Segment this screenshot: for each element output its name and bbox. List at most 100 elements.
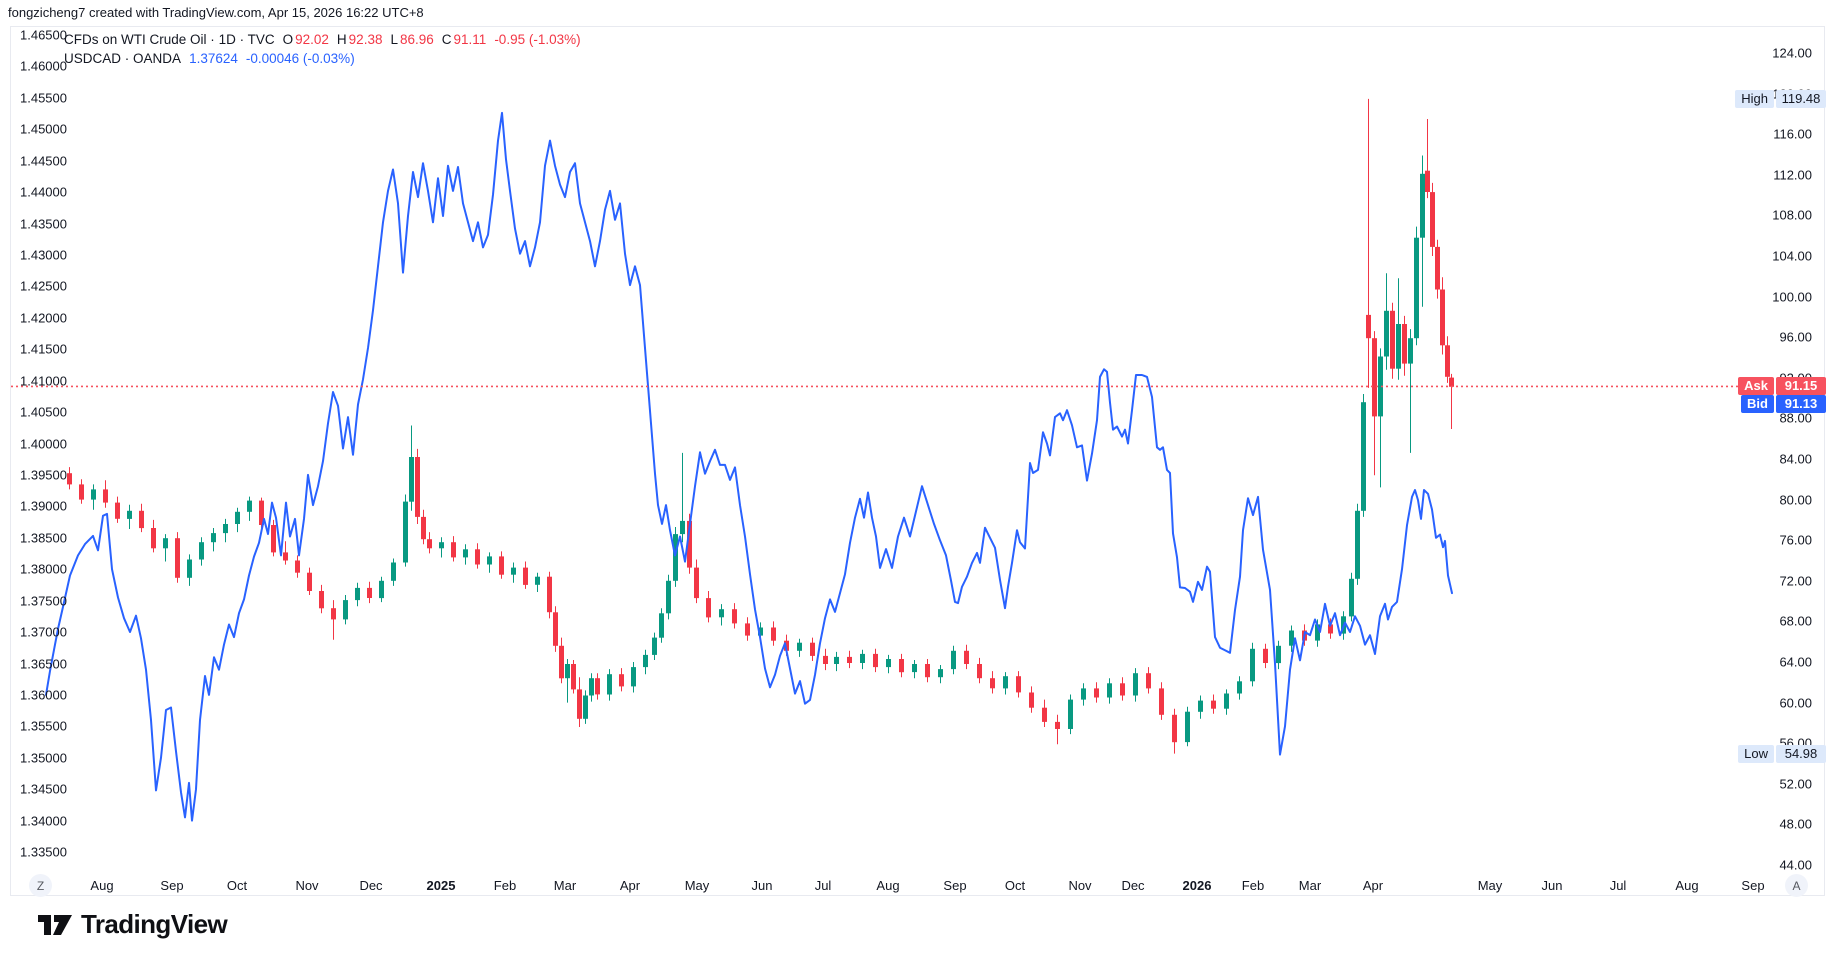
- right-axis-label: 72.00: [1779, 573, 1812, 589]
- left-axis-label: 1.46500: [20, 27, 67, 43]
- time-axis-label: Aug: [1675, 878, 1699, 893]
- left-axis-label: 1.34000: [20, 813, 67, 829]
- time-axis-label: Jul: [814, 878, 832, 893]
- left-axis-label: 1.43500: [20, 216, 67, 231]
- time-axis-label: Apr: [1362, 878, 1384, 893]
- high-badge-label: High: [1735, 90, 1774, 108]
- ask-badge-value: 91.15: [1776, 377, 1826, 395]
- right-axis-label: 80.00: [1779, 492, 1812, 508]
- chart-frame: [10, 26, 1825, 896]
- wti-low: L 86.96: [390, 32, 434, 47]
- tradingview-logo[interactable]: TradingView: [38, 909, 228, 940]
- time-axis-label: Nov: [295, 878, 319, 893]
- left-axis-label: 1.37500: [20, 593, 67, 609]
- time-axis-label: 2025: [426, 878, 456, 893]
- time-axis-label: 2026: [1182, 878, 1212, 893]
- left-axis-label: 1.46000: [20, 58, 67, 74]
- time-axis-label: Jun: [751, 878, 773, 893]
- left-axis-label: 1.33500: [20, 844, 67, 860]
- ask-price-badge: Ask 91.15: [1738, 377, 1826, 395]
- left-axis-label: 1.40500: [20, 404, 67, 420]
- wti-change: -0.95 (-1.03%): [494, 32, 581, 47]
- right-axis-label: 112.00: [1773, 167, 1812, 183]
- right-axis-label: 124.00: [1772, 45, 1812, 61]
- legend: CFDs on WTI Crude Oil · 1D · TVC O 92.02 …: [64, 31, 581, 69]
- left-axis-label: 1.35500: [20, 718, 67, 734]
- high-price-badge: High 119.48: [1735, 90, 1826, 108]
- right-axis-label: 64.00: [1779, 654, 1812, 670]
- time-axis-label: Dec: [359, 878, 383, 893]
- left-axis-label: 1.36000: [20, 687, 67, 703]
- bid-badge-value: 91.13: [1776, 395, 1826, 413]
- left-scale-mode-button[interactable]: Z: [29, 874, 52, 897]
- ask-badge-label: Ask: [1738, 377, 1774, 395]
- time-axis-label: Feb: [493, 878, 517, 893]
- time-axis-label: Sep: [160, 878, 184, 893]
- right-axis-label: 104.00: [1772, 248, 1812, 264]
- right-axis-label: 108.00: [1772, 207, 1812, 223]
- left-axis-label: 1.38500: [20, 530, 67, 546]
- legend-row-wti[interactable]: CFDs on WTI Crude Oil · 1D · TVC O 92.02 …: [64, 31, 581, 49]
- time-axis-label: Oct: [1004, 878, 1026, 893]
- bid-badge-label: Bid: [1741, 395, 1774, 413]
- left-axis-label: 1.40000: [20, 436, 67, 451]
- low-badge-label: Low: [1738, 745, 1774, 763]
- right-axis-label: 116.00: [1773, 126, 1812, 142]
- time-axis-label: Apr: [619, 878, 641, 893]
- left-axis-label: 1.41000: [20, 373, 67, 389]
- left-axis-label: 1.39000: [20, 498, 67, 514]
- time-axis-label: Mar: [553, 878, 577, 893]
- right-axis-label: 44.00: [1779, 857, 1812, 873]
- time-axis-label: Oct: [226, 878, 248, 893]
- right-axis-label: 48.00: [1779, 816, 1812, 832]
- right-axis-label: 84.00: [1779, 451, 1812, 467]
- time-axis-label: Mar: [1298, 878, 1322, 893]
- left-axis-label: 1.39500: [20, 467, 67, 483]
- left-axis-label: 1.37000: [20, 624, 67, 640]
- time-axis-label: May: [684, 878, 710, 893]
- right-axis-label: 96.00: [1779, 329, 1812, 345]
- time-axis-label: May: [1477, 878, 1503, 893]
- wti-close: C 91.11: [441, 32, 487, 47]
- left-axis-label: 1.44000: [20, 184, 67, 200]
- right-axis-label: 52.00: [1779, 776, 1812, 792]
- time-axis-label: Aug: [90, 878, 114, 893]
- usdcad-value: 1.37624: [189, 51, 238, 66]
- wti-open: O 92.02: [282, 32, 329, 47]
- low-price-badge: Low 54.98: [1738, 745, 1826, 763]
- low-badge-value: 54.98: [1776, 745, 1826, 763]
- left-axis-label: 1.41500: [20, 341, 67, 357]
- wti-symbol-title: CFDs on WTI Crude Oil · 1D · TVC: [64, 32, 275, 47]
- left-axis-label: 1.44500: [20, 153, 67, 169]
- right-axis-label: 68.00: [1779, 613, 1812, 629]
- left-axis-label: 1.42500: [20, 278, 67, 294]
- left-axis-label: 1.43000: [20, 247, 67, 263]
- time-axis-label: Nov: [1068, 878, 1092, 893]
- left-axis-label: 1.42000: [20, 310, 67, 326]
- right-axis-label: 100.00: [1772, 289, 1812, 305]
- left-axis-label: 1.45500: [20, 90, 67, 106]
- right-scale-mode-button[interactable]: A: [1785, 874, 1808, 897]
- bid-price-badge: Bid 91.13: [1741, 395, 1826, 413]
- time-axis-label: Feb: [1241, 878, 1265, 893]
- left-axis-label: 1.34500: [20, 781, 67, 797]
- tradingview-logo-text: TradingView: [81, 909, 228, 939]
- left-axis-label: 1.36500: [20, 656, 67, 671]
- time-axis-label: Jun: [1541, 878, 1563, 893]
- left-axis-label: 1.45000: [20, 121, 67, 137]
- high-badge-value: 119.48: [1776, 90, 1826, 108]
- attribution-text: fongzicheng7 created with TradingView.co…: [8, 5, 424, 20]
- wti-high: H 92.38: [336, 32, 383, 47]
- right-axis-label: 60.00: [1779, 695, 1812, 711]
- time-axis-label: Jul: [1609, 878, 1627, 893]
- legend-row-usdcad[interactable]: USDCAD · OANDA 1.37624 -0.00046 (-0.03%): [64, 50, 581, 68]
- left-axis-label: 1.38000: [20, 561, 67, 577]
- usdcad-symbol-title: USDCAD · OANDA: [64, 51, 182, 66]
- tradingview-logo-icon: [38, 914, 72, 935]
- usdcad-change: -0.00046 (-0.03%): [245, 51, 355, 66]
- time-axis-label: Sep: [1741, 878, 1765, 893]
- time-axis-label: Aug: [876, 878, 900, 893]
- right-axis-label: 88.00: [1779, 410, 1812, 426]
